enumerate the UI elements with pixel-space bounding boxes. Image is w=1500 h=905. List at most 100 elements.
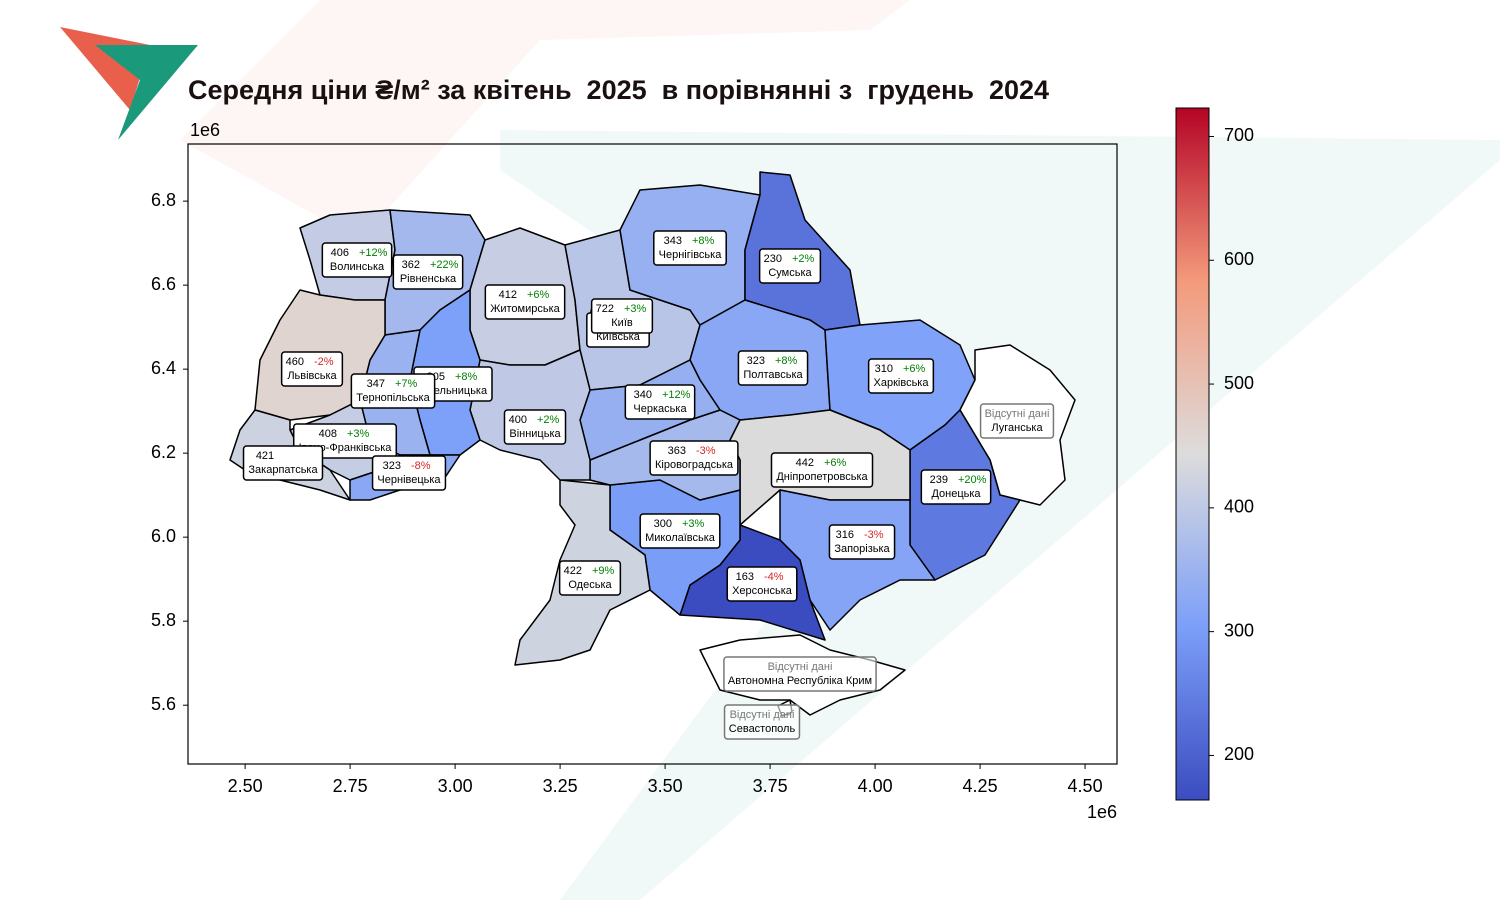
x-tick-label: 2.50 — [228, 776, 263, 796]
region-label: 400 +2% Вінницька — [503, 409, 567, 445]
change-label: +3% — [347, 428, 370, 440]
region-label: 310 +6% Харківська — [867, 358, 935, 394]
colorbar-tick-label: 300 — [1224, 620, 1254, 640]
region-name: Львівська — [287, 370, 337, 382]
value-label: 406 — [331, 247, 349, 259]
region-name: Полтавська — [743, 369, 803, 381]
region-name: Миколаївська — [645, 532, 716, 544]
change-label: +20% — [958, 474, 987, 486]
value-label: 347 — [367, 378, 385, 390]
value-label: 363 — [668, 445, 686, 457]
colorbar — [1175, 107, 1210, 801]
value-label: 408 — [319, 428, 337, 440]
x-tick-label: 2.75 — [333, 776, 368, 796]
label-box — [590, 298, 654, 334]
label-box — [624, 384, 696, 420]
region-label: 722 +3% Київ — [590, 298, 654, 334]
value-label: 239 — [930, 474, 948, 486]
colorbar-tick-label: 500 — [1224, 373, 1254, 393]
value-label: 442 — [796, 457, 814, 469]
value-label: 343 — [664, 235, 682, 247]
change-label: +6% — [527, 289, 550, 301]
region-label: 412 +6% Житомирська — [484, 284, 566, 320]
label-box — [371, 455, 447, 491]
label-box — [321, 242, 393, 278]
label-box — [758, 248, 822, 284]
region-name: Автономна Республіка Крим — [728, 675, 872, 687]
region-name: Закарпатська — [248, 464, 318, 476]
x-tick-label: 3.50 — [648, 776, 683, 796]
missing-label: Відсутні дані — [768, 661, 833, 673]
x-tick-label: 3.00 — [438, 776, 473, 796]
label-box — [280, 351, 344, 387]
y-tick-label: 6.4 — [151, 358, 176, 378]
region-labels: 406 +12% Волинська 362 +22% Рівненська 412 +6% Ж… — [242, 230, 1055, 740]
change-label: -3% — [864, 529, 884, 541]
change-label: +12% — [359, 247, 388, 259]
label-box — [653, 230, 727, 266]
chart-title: Середня ціни ₴/м² за квітень 2025 в порі… — [188, 75, 1049, 105]
y-tick-label: 5.6 — [151, 694, 176, 714]
y-tick-label: 6.0 — [151, 526, 176, 546]
label-box — [979, 403, 1055, 439]
region-label: 422 +9% Одеська — [558, 560, 622, 596]
region-label: 343 +8% Чернігівська — [653, 230, 727, 266]
region-name: Донецька — [931, 488, 981, 500]
x-tick-label: 3.25 — [543, 776, 578, 796]
region-name: Одеська — [568, 579, 612, 591]
region-name: Волинська — [330, 261, 385, 273]
change-label: -8% — [411, 460, 431, 472]
change-label: -2% — [314, 356, 334, 368]
region-name: Хмельницька — [419, 385, 488, 397]
region-name: Київ — [611, 317, 633, 329]
region-name: Рівненська — [400, 273, 457, 285]
region-name: Сумська — [768, 267, 812, 279]
change-label: +8% — [775, 355, 798, 367]
change-label: +2% — [792, 253, 815, 265]
label-box — [242, 445, 324, 481]
missing-label: Відсутні дані — [985, 408, 1050, 420]
label-box — [920, 469, 992, 505]
label-box — [723, 704, 801, 740]
region-label: 347 +7% Тернопільська — [350, 373, 436, 409]
region-name: Вінницька — [509, 428, 561, 440]
x-offset-label: 1e6 — [1087, 802, 1117, 822]
value-label: 722 — [596, 303, 614, 315]
change-label: +6% — [903, 363, 926, 375]
region-label: 363 -3% Кіровоградська — [649, 440, 739, 476]
region-label: 406 +12% Волинська — [321, 242, 393, 278]
region-label: 442 +6% Дніпропетровська — [770, 452, 874, 488]
label-box — [484, 284, 566, 320]
region-name: Чернігівська — [659, 249, 723, 261]
region-label: 323 -8% Чернівецька — [371, 455, 447, 491]
value-label: 230 — [764, 253, 782, 265]
value-label: 362 — [402, 259, 420, 271]
change-label: +7% — [395, 378, 418, 390]
label-box — [558, 560, 622, 596]
region-name: Дніпропетровська — [776, 471, 868, 483]
region-name: Київська — [596, 331, 641, 343]
region-name: Житомирська — [490, 303, 560, 315]
y-tick-label: 6.6 — [151, 274, 176, 294]
value-label: 412 — [499, 289, 517, 301]
region-label: 239 +20% Донецька — [920, 469, 992, 505]
value-label: 316 — [836, 529, 854, 541]
x-tick-label: 4.00 — [858, 776, 893, 796]
region-label: Відсутні дані Автономна Республіка Крим — [723, 656, 877, 692]
region-label: 300 +3% Миколаївська — [639, 513, 721, 549]
change-label: +3% — [624, 303, 647, 315]
value-label: 460 — [286, 356, 304, 368]
region-label: 323 +8% Полтавська — [737, 350, 809, 386]
label-box — [828, 524, 896, 560]
value-label: 421 — [256, 450, 274, 462]
colorbar-tick-label: 400 — [1224, 497, 1254, 517]
value-label: 300 — [654, 518, 672, 530]
colorbar-tick-label: 200 — [1224, 744, 1254, 764]
region-label: 230 +2% Сумська — [758, 248, 822, 284]
change-label: +6% — [824, 457, 847, 469]
region-label: 163 -4% Херсонська — [726, 566, 798, 602]
region-name: Чернівецька — [377, 474, 441, 486]
missing-label: Відсутні дані — [730, 709, 795, 721]
label-box — [770, 452, 874, 488]
